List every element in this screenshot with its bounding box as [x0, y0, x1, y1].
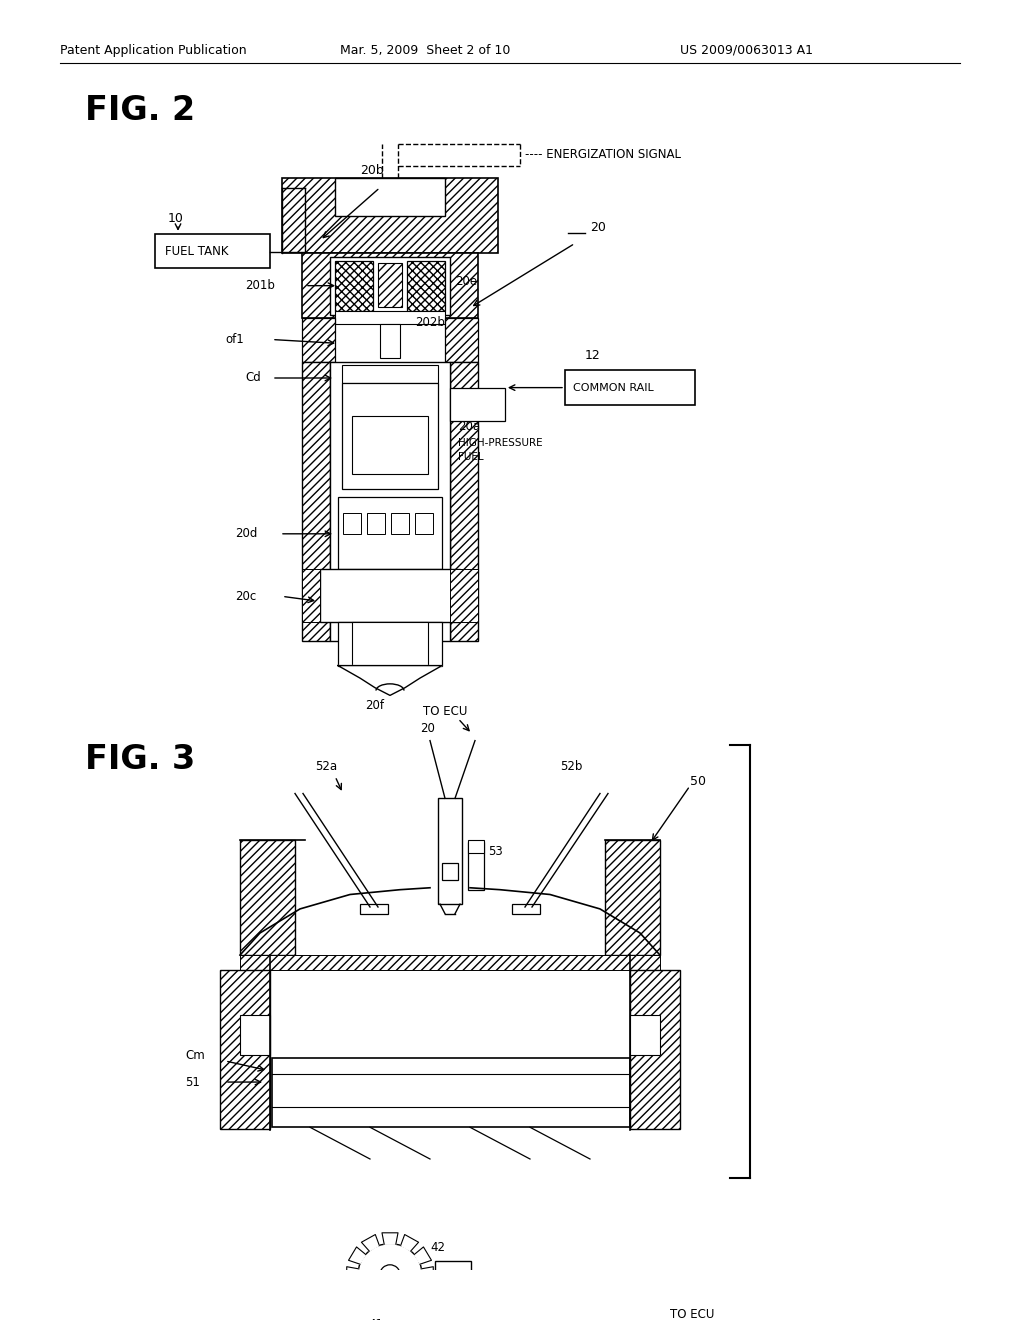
Text: FIG. 2: FIG. 2 — [85, 94, 196, 127]
Text: of1: of1 — [225, 333, 244, 346]
Bar — [240, 840, 295, 956]
Text: 10: 10 — [168, 211, 184, 224]
Text: 20b: 20b — [360, 164, 384, 177]
Bar — [302, 569, 319, 622]
Bar — [450, 362, 478, 640]
Bar — [367, 512, 385, 533]
Text: 20c: 20c — [234, 590, 256, 603]
Bar — [330, 257, 450, 314]
Polygon shape — [347, 1267, 358, 1282]
Polygon shape — [348, 1284, 366, 1302]
Bar — [360, 904, 388, 913]
Text: 52b: 52b — [560, 760, 583, 774]
Bar — [450, 388, 505, 421]
Text: TO ECU: TO ECU — [670, 1308, 715, 1320]
Circle shape — [380, 1265, 400, 1284]
Bar — [338, 622, 442, 665]
Text: US 2009/0063013 A1: US 2009/0063013 A1 — [680, 44, 813, 57]
Bar — [378, 263, 402, 306]
Text: Cd: Cd — [245, 371, 261, 384]
Bar — [220, 970, 270, 1129]
Text: 20a: 20a — [458, 420, 480, 433]
Polygon shape — [361, 1298, 379, 1315]
Text: HIGH-PRESSURE: HIGH-PRESSURE — [458, 438, 543, 449]
Bar — [442, 863, 458, 880]
Bar — [342, 366, 438, 383]
Text: FIG. 3: FIG. 3 — [85, 743, 196, 776]
Text: FUEL TANK: FUEL TANK — [165, 246, 228, 259]
Bar — [282, 178, 498, 253]
Bar — [415, 512, 433, 533]
Text: 20: 20 — [590, 222, 606, 235]
Text: 20e: 20e — [455, 276, 477, 288]
Text: 53: 53 — [488, 845, 503, 858]
Bar — [302, 318, 335, 362]
Bar — [335, 260, 373, 310]
Bar — [380, 325, 400, 358]
Bar — [468, 840, 484, 853]
Bar — [468, 842, 484, 890]
Text: 201b: 201b — [245, 279, 274, 292]
Polygon shape — [415, 1284, 431, 1302]
Polygon shape — [400, 1234, 419, 1251]
Polygon shape — [415, 1247, 431, 1265]
Bar — [445, 318, 478, 362]
Text: 12: 12 — [585, 350, 601, 363]
Bar — [342, 383, 438, 488]
Text: 20f: 20f — [365, 698, 384, 711]
Bar — [630, 1015, 660, 1055]
Bar — [335, 178, 445, 216]
Text: 41: 41 — [368, 1317, 383, 1320]
Text: TO ECU: TO ECU — [423, 705, 467, 718]
Circle shape — [358, 1243, 422, 1305]
Bar — [338, 498, 442, 569]
Polygon shape — [361, 1234, 379, 1251]
Bar — [302, 362, 330, 640]
Polygon shape — [400, 1298, 419, 1315]
Bar — [155, 234, 270, 268]
Polygon shape — [422, 1267, 433, 1282]
Bar — [319, 569, 460, 622]
Bar — [630, 970, 680, 1129]
Bar — [512, 904, 540, 913]
Bar — [605, 840, 660, 956]
Text: 51: 51 — [185, 1076, 200, 1089]
Bar — [240, 956, 660, 970]
Text: 42: 42 — [430, 1241, 445, 1254]
Text: 50: 50 — [690, 775, 706, 788]
Bar — [240, 1015, 270, 1055]
Bar — [335, 310, 445, 325]
Text: Cm: Cm — [185, 1048, 205, 1061]
Text: 52a: 52a — [315, 760, 337, 774]
Polygon shape — [382, 1304, 398, 1316]
Bar — [343, 512, 361, 533]
Bar — [352, 417, 428, 474]
Bar — [450, 569, 478, 622]
Text: FUEL: FUEL — [458, 451, 483, 462]
Bar — [565, 371, 695, 405]
Polygon shape — [348, 1247, 366, 1265]
Text: 20: 20 — [420, 722, 435, 735]
Bar — [302, 253, 478, 318]
Text: 20d: 20d — [234, 527, 257, 540]
Bar — [438, 799, 462, 904]
Text: Patent Application Publication: Patent Application Publication — [60, 44, 247, 57]
Text: COMMON RAIL: COMMON RAIL — [573, 383, 653, 392]
Polygon shape — [338, 665, 442, 696]
Text: ---- ENERGIZATION SIGNAL: ---- ENERGIZATION SIGNAL — [525, 148, 681, 161]
Text: 202b: 202b — [415, 315, 444, 329]
Bar — [330, 362, 450, 640]
Bar — [352, 622, 428, 665]
Bar — [435, 1261, 471, 1288]
Bar — [391, 512, 409, 533]
Bar — [407, 260, 445, 310]
Polygon shape — [382, 1233, 398, 1245]
Text: Mar. 5, 2009  Sheet 2 of 10: Mar. 5, 2009 Sheet 2 of 10 — [340, 44, 510, 57]
Bar — [272, 1059, 630, 1127]
